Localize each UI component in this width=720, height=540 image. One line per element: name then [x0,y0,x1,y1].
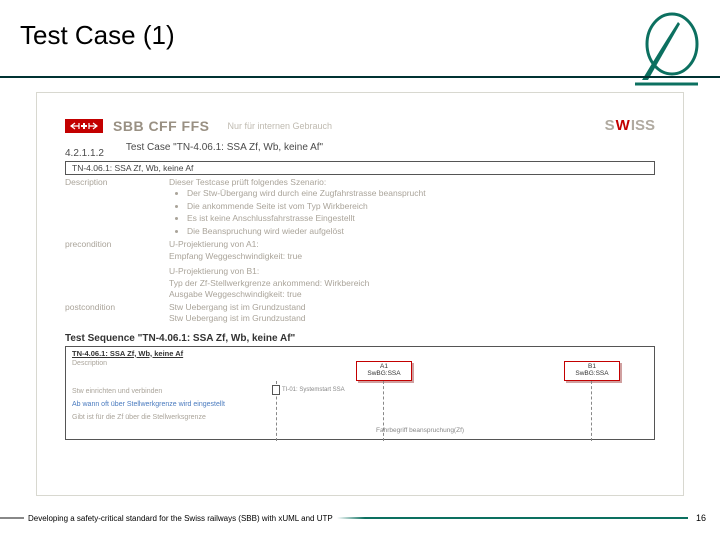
bottom-message: Fahrbegriff beanspruchung(Zf) [376,427,464,434]
brand-text: SBB CFF FFS [113,118,210,134]
page-number: 16 [688,513,720,523]
sequence-left-text: Stw einrichten und verbinden Ab wann oft… [72,387,242,422]
lifeline-a1: A1 SwBG:SSA [356,361,412,381]
sequence-title: Test Sequence "TN-4.06.1: SSA Zf, Wb, ke… [65,333,655,344]
lifeline-b1-line [591,381,592,441]
section-title: Test Case "TN-4.06.1: SSA Zf, Wb, keine … [126,142,323,159]
document-frame: SBB CFF FFS Nur für internen Gebrauch SW… [36,92,684,496]
swiss-logo: SWISS [605,117,655,134]
precondition-value: U-Projektierung von A1: Empfang Weggesch… [169,239,655,300]
document-header: SBB CFF FFS Nur für internen Gebrauch SW… [65,117,655,134]
section-number: 4.2.1.1.2 [65,148,104,159]
section-heading: 4.2.1.1.2 Test Case "TN-4.06.1: SSA Zf, … [65,142,655,159]
sbb-badge-icon [65,119,103,133]
postcondition-label: postcondition [65,302,159,325]
testcase-header-box: TN-4.06.1: SSA Zf, Wb, keine Af [65,161,655,175]
footer-bar-left [0,517,24,519]
sequence-diagram: TN-4.06.1: SSA Zf, Wb, keine Af Descript… [65,346,655,440]
footer-bar-right [337,517,688,519]
description-value: Dieser Testcase prüft folgendes Szenario… [169,177,655,238]
activation-bar [272,385,280,395]
title-rule [0,76,720,78]
center-message: TI-01: Systemstart SSA [282,387,345,393]
postcondition-value: Stw Uebergang ist im Grundzustand Stw Ue… [169,302,655,325]
usage-text: Nur für internen Gebrauch [228,121,333,131]
testcase-fields: Description Dieser Testcase prüft folgen… [65,177,655,325]
precondition-label: precondition [65,239,159,300]
sequence-header: TN-4.06.1: SSA Zf, Wb, keine Af [72,349,648,358]
slide-title: Test Case (1) [20,20,175,51]
footer-text: Developing a safety-critical standard fo… [24,514,337,523]
lifeline-b1: B1 SwBG:SSA [564,361,620,381]
description-label: Description [65,177,159,238]
